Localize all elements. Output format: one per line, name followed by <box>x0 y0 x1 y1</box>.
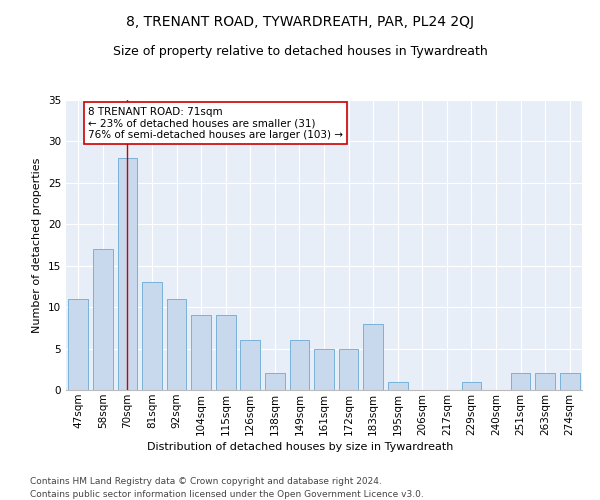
Bar <box>560 374 580 390</box>
Bar <box>265 374 284 390</box>
Bar <box>314 348 334 390</box>
Y-axis label: Number of detached properties: Number of detached properties <box>32 158 43 332</box>
Bar <box>290 340 309 390</box>
Bar <box>388 382 407 390</box>
Bar <box>241 340 260 390</box>
Bar <box>339 348 358 390</box>
Bar <box>364 324 383 390</box>
Bar <box>461 382 481 390</box>
Bar <box>191 316 211 390</box>
Text: 8 TRENANT ROAD: 71sqm
← 23% of detached houses are smaller (31)
76% of semi-deta: 8 TRENANT ROAD: 71sqm ← 23% of detached … <box>88 106 343 140</box>
Bar <box>216 316 236 390</box>
Text: 8, TRENANT ROAD, TYWARDREATH, PAR, PL24 2QJ: 8, TRENANT ROAD, TYWARDREATH, PAR, PL24 … <box>126 15 474 29</box>
Bar <box>167 299 187 390</box>
Bar <box>142 282 162 390</box>
Text: Distribution of detached houses by size in Tywardreath: Distribution of detached houses by size … <box>147 442 453 452</box>
Bar <box>511 374 530 390</box>
Text: Size of property relative to detached houses in Tywardreath: Size of property relative to detached ho… <box>113 45 487 58</box>
Bar <box>93 249 113 390</box>
Text: Contains public sector information licensed under the Open Government Licence v3: Contains public sector information licen… <box>30 490 424 499</box>
Bar <box>68 299 88 390</box>
Bar <box>535 374 555 390</box>
Text: Contains HM Land Registry data © Crown copyright and database right 2024.: Contains HM Land Registry data © Crown c… <box>30 478 382 486</box>
Bar <box>118 158 137 390</box>
